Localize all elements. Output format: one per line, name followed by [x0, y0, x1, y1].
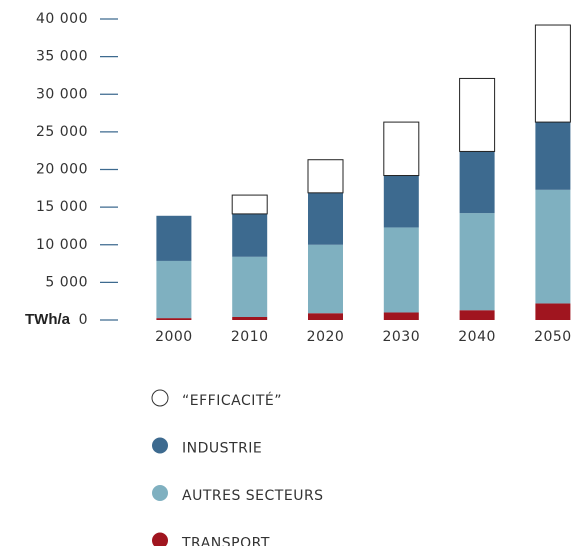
y-tick-label: 15 000	[36, 199, 88, 215]
bar-segment	[308, 313, 343, 320]
y-tick-label: 10 000	[36, 237, 88, 253]
legend-marker	[152, 485, 168, 501]
y-tick-label: 40 000	[36, 11, 88, 27]
bar-segment	[156, 215, 192, 261]
bar-segment	[383, 312, 419, 320]
y-tick-label: 20 000	[36, 162, 88, 178]
bar-segment	[156, 318, 192, 320]
bar-segment	[535, 122, 571, 190]
y-tick-label: 25 000	[36, 124, 88, 140]
bar-segment	[535, 303, 571, 320]
x-tick-label: 2020	[307, 329, 345, 345]
bar-segment	[232, 316, 268, 320]
y-tick-label: 30 000	[36, 86, 88, 102]
bar-segment	[534, 24, 571, 123]
legend-marker	[152, 437, 168, 454]
bar-segment	[459, 151, 495, 214]
bar-segment	[156, 260, 192, 319]
y-axis-label: TWh/a	[25, 311, 71, 328]
legend-label: “EFFICACITÉ”	[182, 392, 282, 409]
x-tick-label: 2000	[155, 329, 193, 345]
bar-segment	[535, 189, 571, 304]
x-tick-label: 2030	[382, 329, 420, 345]
bar-segment	[459, 213, 495, 311]
x-tick-label: 2010	[231, 329, 269, 345]
bar-segment	[308, 244, 343, 314]
legend-label: AUTRES SECTEURS	[182, 488, 324, 504]
bar-segment	[383, 227, 419, 313]
x-tick-label: 2050	[534, 329, 572, 345]
legend-label: TRANSPORT	[181, 536, 270, 546]
bar-segment	[459, 310, 495, 320]
bar-segment	[383, 121, 420, 177]
y-tick-label: 35 000	[36, 49, 88, 65]
bar-segment	[232, 213, 268, 257]
legend-label: INDUSTRIE	[182, 441, 262, 457]
bar-segment	[232, 256, 268, 317]
bar-segment	[459, 77, 496, 152]
legend-marker	[151, 389, 169, 407]
bar-segment	[383, 175, 419, 228]
y-tick-label: 5 000	[45, 274, 88, 290]
bar-segment	[307, 159, 344, 194]
x-tick-label: 2040	[458, 329, 496, 345]
y-tick-label: 0	[79, 312, 88, 328]
bar-segment	[231, 194, 268, 215]
bar-segment	[308, 192, 343, 245]
legend-marker	[152, 532, 168, 546]
